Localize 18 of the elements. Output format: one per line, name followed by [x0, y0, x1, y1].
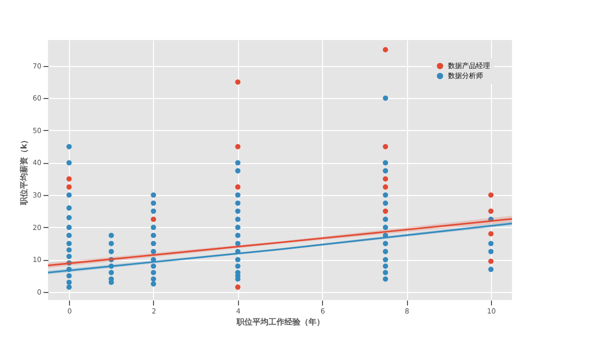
point: [382, 208, 388, 214]
point: [382, 176, 388, 182]
y-axis-title: 职位平均薪资（k）: [20, 136, 29, 206]
point: [235, 284, 240, 290]
point: [235, 184, 240, 190]
x-axis-title: 职位平均工作经验（年）: [236, 318, 324, 326]
point: [488, 208, 494, 214]
point: [66, 184, 72, 190]
point: [235, 144, 240, 150]
point: [66, 176, 72, 182]
point: [382, 144, 388, 150]
point: [488, 231, 494, 236]
point: [235, 79, 240, 85]
point: [382, 184, 388, 190]
point: [488, 258, 494, 264]
point: [488, 192, 494, 198]
point: [150, 216, 156, 222]
point: [382, 47, 388, 52]
